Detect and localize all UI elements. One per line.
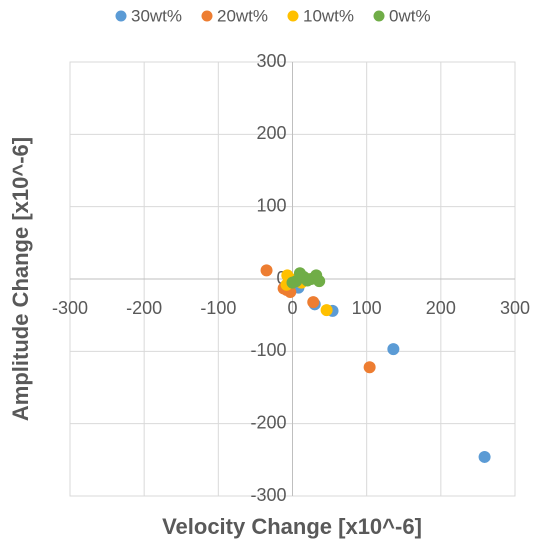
y-tick-label: -200 [250, 412, 286, 432]
point [320, 304, 333, 317]
x-tick-label: -200 [126, 298, 162, 318]
point [313, 275, 326, 288]
y-tick-label: 200 [256, 123, 286, 143]
legend-marker [115, 10, 127, 22]
y-tick-label: -300 [250, 485, 286, 505]
x-tick-label: -100 [200, 298, 236, 318]
point [478, 450, 491, 463]
point [260, 264, 273, 277]
x-tick-label: 200 [426, 298, 456, 318]
x-tick-label: 0 [287, 298, 297, 318]
legend-marker [201, 10, 213, 22]
point [286, 276, 299, 289]
x-axis-title: Velocity Change [x10^-6] [162, 514, 422, 539]
point [387, 343, 400, 356]
y-tick-label: -100 [250, 340, 286, 360]
y-tick-label: 100 [256, 195, 286, 215]
legend-label: 10wt% [303, 6, 354, 25]
legend-label: 20wt% [217, 6, 268, 25]
point [307, 296, 320, 309]
point [301, 274, 314, 287]
legend-label: 0wt% [389, 6, 431, 25]
x-tick-label: 100 [352, 298, 382, 318]
x-tick-label: 300 [500, 298, 530, 318]
y-tick-label: 300 [256, 51, 286, 71]
legend-marker [287, 10, 299, 22]
x-tick-label: -300 [52, 298, 88, 318]
legend-marker [373, 10, 385, 22]
y-tick-label: 0 [276, 268, 286, 288]
legend-label: 30wt% [131, 6, 182, 25]
point [363, 361, 376, 374]
y-axis-title: Amplitude Change [x10^-6] [8, 137, 33, 421]
